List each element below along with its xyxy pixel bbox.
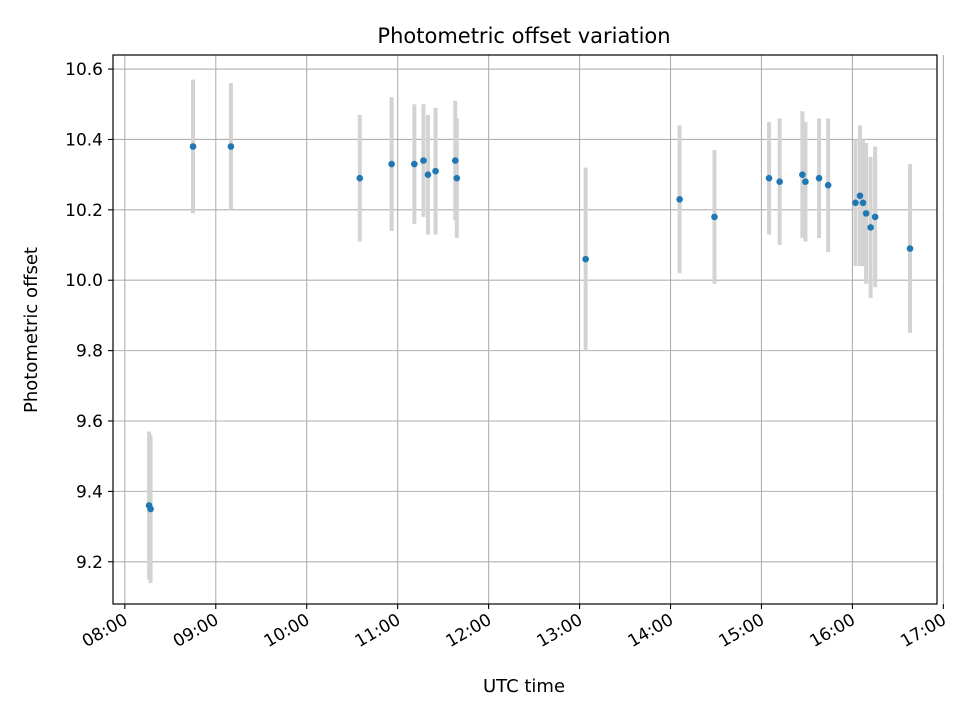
data-points	[145, 143, 914, 513]
y-tick-label: 10.6	[65, 60, 103, 80]
x-tick-label: 17:00	[897, 610, 949, 652]
data-point	[824, 181, 832, 189]
x-tick-label: 14:00	[625, 610, 677, 652]
x-tick-label: 15:00	[716, 610, 768, 652]
x-tick-label: 16:00	[806, 610, 858, 652]
data-point	[711, 213, 718, 221]
data-point	[189, 143, 197, 150]
data-point	[852, 199, 859, 207]
y-tick-label: 9.8	[76, 342, 103, 362]
chart-title: Photometric offset variation	[377, 24, 670, 48]
data-point	[582, 255, 589, 263]
data-point	[802, 178, 809, 185]
x-tick-label: 08:00	[79, 610, 131, 652]
data-point	[867, 224, 874, 231]
data-point	[859, 199, 867, 207]
y-tick-label: 10.4	[65, 130, 103, 150]
y-tick-label: 9.6	[76, 412, 103, 432]
data-point	[799, 171, 806, 178]
data-point	[815, 174, 823, 182]
data-point	[432, 167, 439, 175]
data-point	[856, 192, 864, 200]
y-axis-title: Photometric offset	[21, 247, 42, 413]
data-point	[453, 174, 461, 182]
x-tick-label: 12:00	[443, 610, 495, 652]
data-point	[906, 245, 914, 252]
data-point	[356, 174, 364, 182]
y-axis-ticks: 9.2 9.4 9.6 9.8 10.0 10.2 10.4 10.6	[65, 60, 113, 573]
x-tick-label: 09:00	[170, 610, 222, 652]
data-point	[862, 210, 870, 217]
data-point	[420, 157, 427, 164]
y-tick-label: 9.4	[76, 482, 103, 502]
data-point	[147, 505, 154, 513]
plot-frame	[112, 54, 938, 605]
x-tick-label: 10:00	[261, 610, 313, 652]
x-axis-title: UTC time	[483, 676, 565, 697]
x-tick-label: 13:00	[534, 610, 586, 652]
data-point	[388, 160, 395, 168]
x-axis-ticks: 08:00 09:00 10:00 11:00 12:00 13:00 14:00 15:00…	[79, 604, 950, 652]
data-point	[676, 195, 683, 203]
data-point	[776, 178, 783, 185]
data-point	[451, 157, 459, 164]
y-tick-label: 10.2	[65, 201, 103, 221]
grid	[113, 55, 944, 604]
data-point	[411, 160, 418, 168]
data-point	[871, 213, 879, 221]
data-point	[227, 143, 235, 150]
data-point	[765, 174, 773, 182]
data-point	[424, 171, 432, 178]
y-tick-label: 9.2	[76, 553, 103, 573]
x-tick-label: 11:00	[352, 610, 404, 652]
error-bars	[147, 79, 913, 583]
y-tick-label: 10.0	[65, 271, 103, 291]
